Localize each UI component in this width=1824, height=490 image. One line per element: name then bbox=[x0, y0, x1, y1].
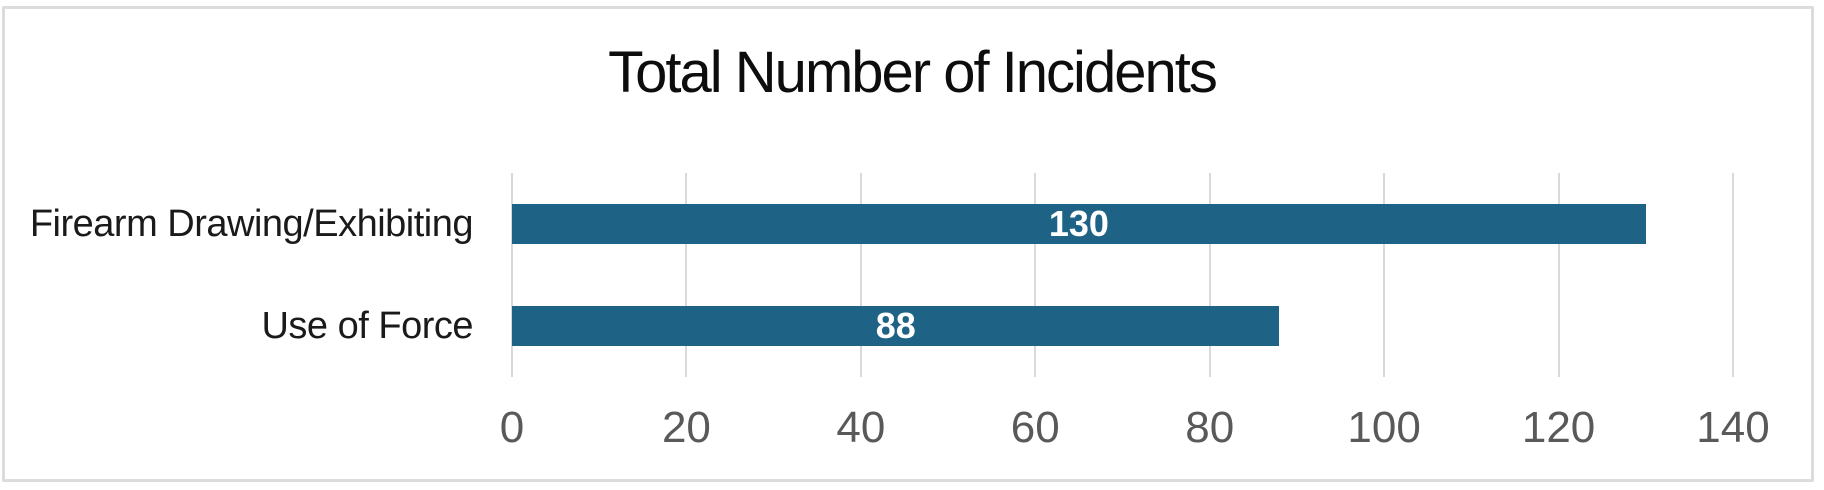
bar: 130 bbox=[512, 204, 1646, 244]
x-tick-label: 120 bbox=[1521, 403, 1596, 452]
gridline bbox=[1034, 173, 1037, 377]
x-tick-label: 20 bbox=[661, 403, 711, 452]
chart-frame-border bbox=[2, 6, 1814, 482]
category-label: Firearm Drawing/Exhibiting bbox=[29, 203, 474, 245]
category-label: Use of Force bbox=[261, 305, 473, 347]
gridline bbox=[1557, 173, 1560, 377]
plot-area: 130 88 bbox=[511, 173, 1734, 377]
x-tick-label: 60 bbox=[1010, 403, 1060, 452]
bar-value-label: 88 bbox=[875, 305, 916, 346]
chart-title: Total Number of Incidents bbox=[608, 40, 1218, 105]
x-tick-label: 100 bbox=[1347, 403, 1421, 452]
gridline bbox=[511, 173, 513, 377]
x-tick-label: 40 bbox=[836, 403, 886, 452]
gridline bbox=[685, 173, 688, 377]
gridline bbox=[859, 173, 862, 377]
x-tick-label: 140 bbox=[1696, 403, 1770, 452]
gridline bbox=[1383, 173, 1386, 377]
bar-value-label: 130 bbox=[1048, 203, 1109, 244]
x-tick-label: 80 bbox=[1185, 403, 1235, 452]
gridline bbox=[1732, 173, 1734, 377]
x-tick-label: 0 bbox=[499, 403, 525, 452]
gridline bbox=[1208, 173, 1211, 377]
bar: 88 bbox=[512, 305, 1280, 346]
